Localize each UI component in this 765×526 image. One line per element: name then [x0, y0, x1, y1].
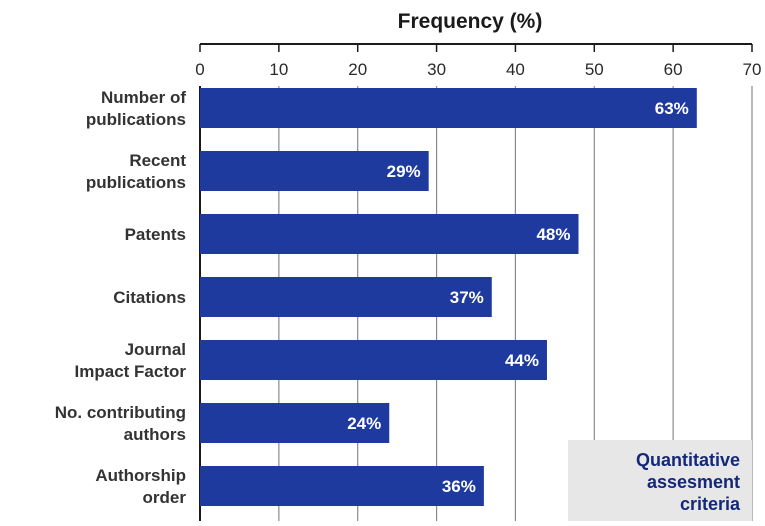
x-tick-label: 10: [269, 60, 288, 79]
category-label: Patents: [125, 225, 186, 244]
bar-value-label: 36%: [442, 477, 476, 496]
bar: [200, 277, 492, 317]
annotation-box: [568, 440, 752, 521]
bar: [200, 340, 547, 380]
x-tick-label: 20: [348, 60, 367, 79]
annotation-text: Quantitative: [636, 450, 740, 470]
bar: [200, 214, 579, 254]
x-axis-ticks: 0 10 20 30 40 50 60 70: [195, 60, 761, 79]
category-label: publications: [86, 110, 186, 129]
category-label: Recent: [129, 151, 186, 170]
x-tick-label: 0: [195, 60, 204, 79]
bar: [200, 88, 697, 128]
category-label: authors: [124, 425, 186, 444]
bar-value-label: 24%: [347, 414, 381, 433]
category-label: Number of: [101, 88, 186, 107]
bar: [200, 403, 390, 443]
bar: [200, 466, 484, 506]
x-tick-label: 60: [664, 60, 683, 79]
annotation-text: assesment: [647, 472, 740, 492]
category-label: Authorship: [95, 466, 186, 485]
bar-value-label: 37%: [450, 288, 484, 307]
category-label: publications: [86, 173, 186, 192]
category-labels: Number of publications Recent publications P…: [55, 88, 187, 507]
bar-value-label: 48%: [536, 225, 570, 244]
x-tick-label: 40: [506, 60, 525, 79]
chart-title: Frequency (%): [398, 10, 543, 33]
bar-value-label: 44%: [505, 351, 539, 370]
x-tick-label: 70: [743, 60, 762, 79]
bar-value-label: 29%: [387, 162, 421, 181]
category-label: order: [143, 488, 187, 507]
category-label: Impact Factor: [75, 362, 187, 381]
x-tick-label: 30: [427, 60, 446, 79]
bars: 63% 29% 48% 37% 44% 24% 36%: [200, 88, 697, 506]
bar-value-label: 63%: [655, 99, 689, 118]
category-label: Journal: [125, 340, 186, 359]
bar: [200, 151, 429, 191]
x-tick-label: 50: [585, 60, 604, 79]
category-label: No. contributing: [55, 403, 186, 422]
category-label: Citations: [113, 288, 186, 307]
annotation-text: criteria: [680, 494, 741, 514]
